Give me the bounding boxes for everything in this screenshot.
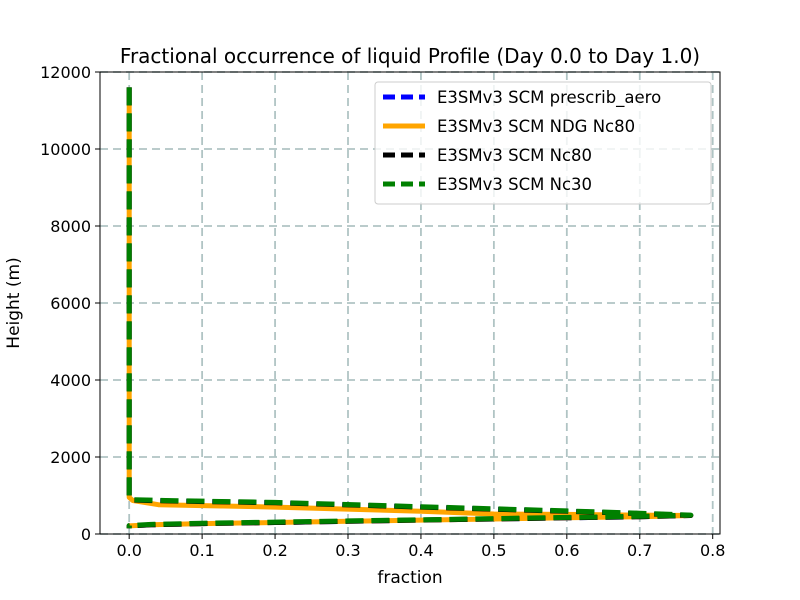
- y-tick-label: 10000: [40, 140, 91, 159]
- x-tick-label: 0.1: [189, 541, 214, 560]
- legend-label-4: E3SMv3 SCM Nc30: [437, 175, 592, 194]
- x-tick-label: 0.5: [481, 541, 506, 560]
- legend-label-3: E3SMv3 SCM Nc80: [437, 146, 592, 165]
- series-line-4: [126, 87, 694, 529]
- legend-label-1: E3SMv3 SCM prescrib_aero: [437, 88, 661, 108]
- x-tick-label: 0.3: [335, 541, 360, 560]
- chart-title: Fractional occurrence of liquid Profile …: [120, 44, 700, 68]
- x-tick-label: 0.4: [408, 541, 433, 560]
- y-tick-label: 8000: [50, 217, 91, 236]
- y-tick-label: 6000: [50, 294, 91, 313]
- x-axis-label: fraction: [377, 568, 442, 588]
- y-tick-label: 4000: [50, 371, 91, 390]
- legend: E3SMv3 SCM prescrib_aero E3SMv3 SCM NDG N…: [374, 81, 712, 205]
- x-tick-label: 0.8: [700, 541, 725, 560]
- y-axis: 0 2000 4000 6000 8000 10000 12000: [40, 63, 100, 544]
- legend-label-2: E3SMv3 SCM NDG Nc80: [437, 117, 635, 136]
- x-tick-label: 0.0: [116, 541, 141, 560]
- legend-box: [374, 81, 712, 205]
- y-axis-label: Height (m): [4, 257, 24, 348]
- y-tick-label: 0: [81, 525, 91, 544]
- y-tick-label: 12000: [40, 63, 91, 82]
- x-tick-label: 0.7: [627, 541, 652, 560]
- x-tick-label: 0.2: [262, 541, 287, 560]
- series-group: [126, 87, 694, 529]
- x-axis: 0.0 0.1 0.2 0.3 0.4 0.5 0.6 0.7 0.8: [116, 534, 725, 560]
- x-tick-label: 0.6: [554, 541, 579, 560]
- y-tick-label: 2000: [50, 448, 91, 467]
